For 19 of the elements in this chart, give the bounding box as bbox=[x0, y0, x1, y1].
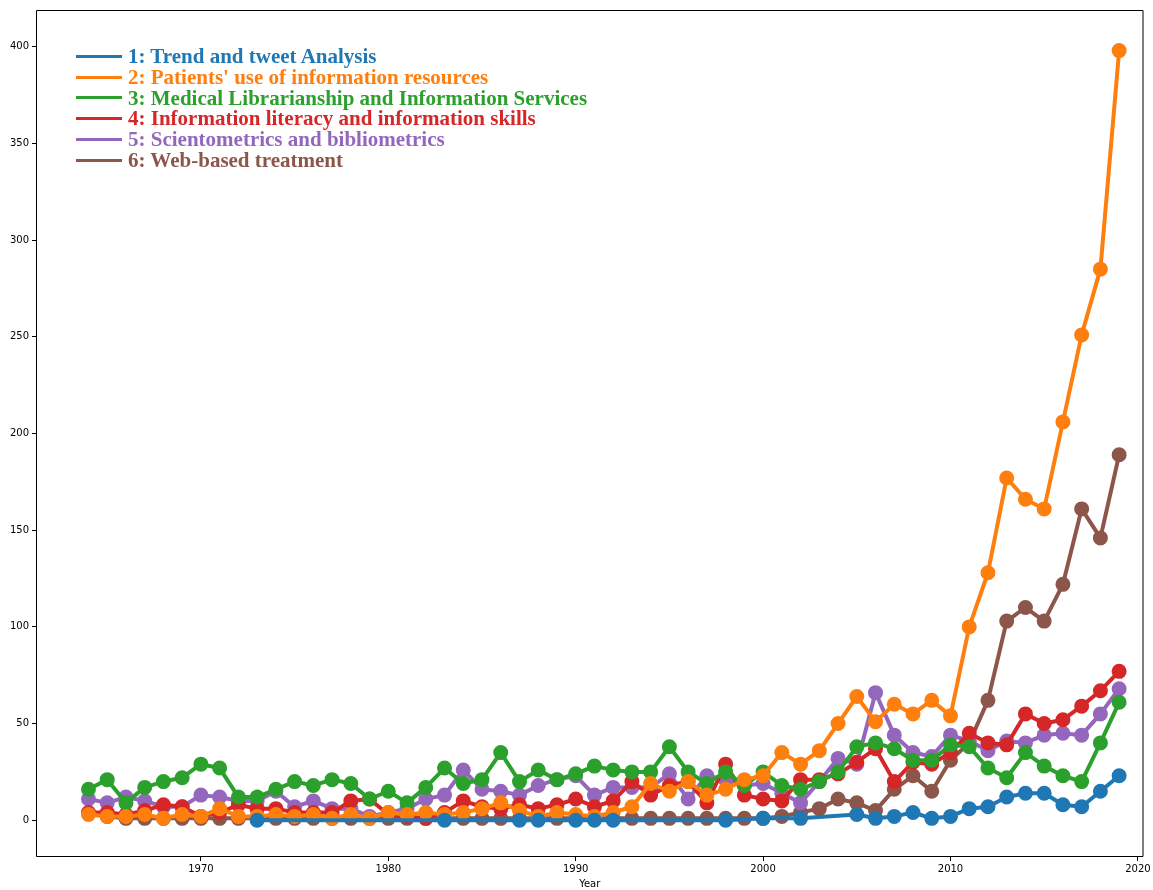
x-tick-label: 1970 bbox=[188, 862, 214, 874]
x-tick-label: 2010 bbox=[937, 862, 964, 874]
x-axis-title: Year bbox=[578, 877, 602, 889]
y-tick-label: 300 bbox=[9, 233, 29, 245]
legend-label: 1: Trend and tweet Analysis bbox=[128, 44, 377, 68]
y-tick-label: 150 bbox=[9, 523, 29, 535]
x-tick-label: 2000 bbox=[750, 862, 776, 874]
legend-label: 3: Medical Librarianship and Information Services bbox=[128, 85, 588, 110]
x-tick-label: 1980 bbox=[375, 862, 402, 874]
y-tick-label: 250 bbox=[9, 330, 29, 342]
y-tick-label: 100 bbox=[9, 620, 29, 632]
y-tick-label: 350 bbox=[9, 137, 29, 149]
legend-label: 6: Web-based treatment bbox=[128, 147, 344, 172]
y-tick-label: 200 bbox=[9, 427, 29, 439]
x-tick-label: 2020 bbox=[1125, 862, 1151, 874]
y-tick-label: 50 bbox=[16, 717, 29, 729]
x-tick-label: 1990 bbox=[562, 862, 589, 874]
y-tick-label: 400 bbox=[9, 40, 29, 52]
y-tick-label: 0 bbox=[22, 813, 29, 825]
